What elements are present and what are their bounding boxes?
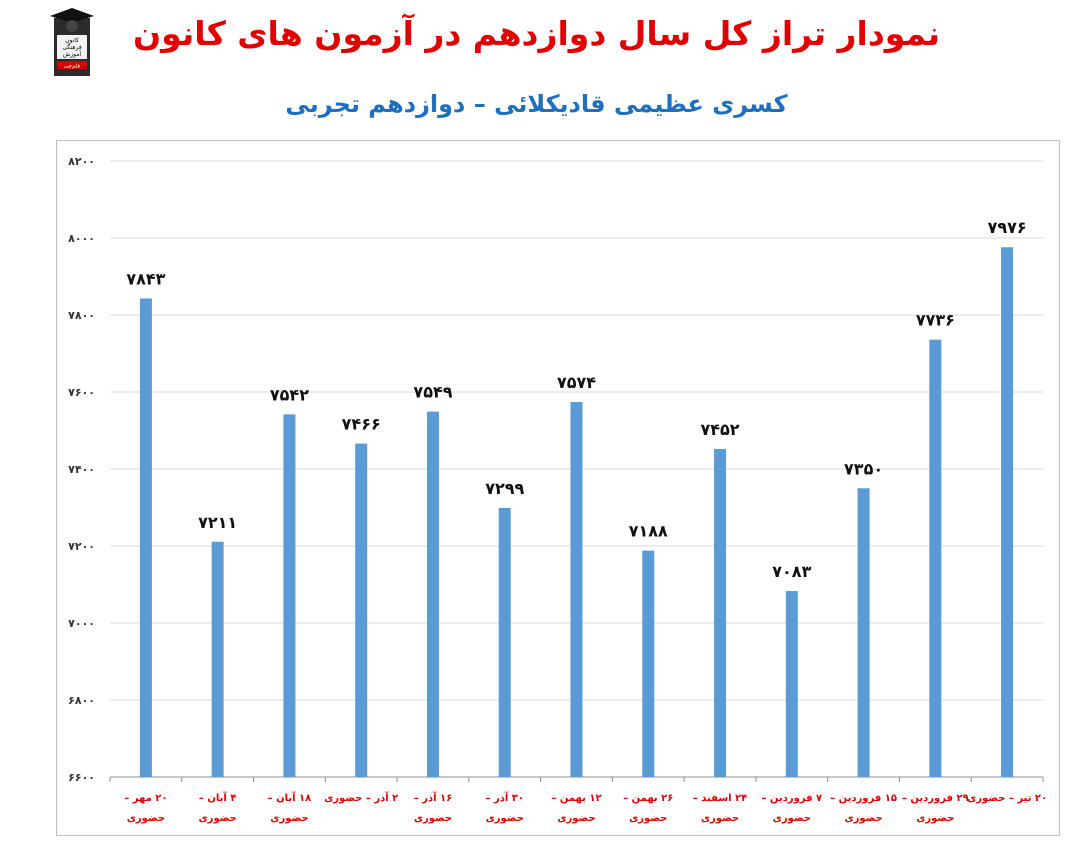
x-tick-label: ۲۰ مهر – (124, 793, 167, 804)
bar (714, 448, 727, 777)
y-tick-label: ۷۰۰۰ (68, 617, 95, 630)
logo-line-2: فرهنگی (62, 43, 82, 51)
data-label: ۷۰۸۳ (772, 562, 811, 581)
bar (498, 507, 511, 777)
x-tick-label: ۳۰ آذر – (485, 791, 524, 804)
y-tick-label: ۷۸۰۰ (68, 309, 95, 322)
x-tick-label: حضوری (414, 813, 452, 824)
bar (857, 488, 870, 777)
data-label: ۷۵۷۴ (557, 373, 596, 392)
x-tick-label: ۲۶ بهمن – (623, 793, 673, 804)
data-label: ۷۴۶۶ (342, 415, 381, 434)
data-label: ۷۵۴۹ (413, 383, 452, 402)
x-tick-label: ۱۲ بهمن – (551, 793, 601, 804)
logo-badge: قلم‌چی (64, 64, 80, 70)
bar (355, 443, 368, 777)
data-label: ۷۴۵۲ (701, 420, 740, 439)
data-label: ۷۲۹۹ (485, 479, 524, 498)
x-tick-label: حضوری (270, 813, 308, 824)
bar (139, 298, 152, 777)
data-label: ۷۸۴۳ (126, 269, 165, 288)
data-label: ۷۲۱۱ (198, 513, 237, 532)
logo-line-1: کانون (65, 37, 79, 44)
x-tick-label: ۲۰ تیر – حضوری (967, 793, 1047, 804)
x-tick-label: حضوری (199, 813, 237, 824)
bar (283, 414, 296, 777)
x-tick-label: ۱۸ آبان – (268, 791, 312, 804)
bar (211, 541, 224, 777)
data-label: ۷۱۸۸ (629, 522, 668, 541)
x-tick-label: حضوری (844, 813, 882, 824)
x-tick-label: ۲ آذر – حضوری (324, 791, 398, 804)
chart-title: نمودار تراز کل سال دوازدهم در آزمون های … (132, 14, 941, 53)
data-label: ۷۵۴۲ (270, 385, 309, 404)
x-tick-label: حضوری (486, 813, 524, 824)
x-tick-label: ۲۴ اسفند – (693, 793, 748, 804)
y-tick-label: ۷۶۰۰ (68, 386, 95, 399)
x-tick-label: حضوری (773, 813, 811, 824)
y-tick-label: ۶۸۰۰ (68, 694, 95, 707)
y-tick-label: ۷۴۰۰ (68, 463, 95, 476)
data-label: ۷۹۷۶ (988, 218, 1027, 237)
chart-subtitle: کسری عظیمی قادیکلائی – دوازدهم تجربی (285, 90, 788, 118)
x-tick-label: حضوری (701, 813, 739, 824)
bar (642, 550, 655, 777)
data-label: ۷۳۵۰ (844, 459, 883, 478)
x-tick-label: حضوری (557, 813, 595, 824)
kanoon-logo: کانون فرهنگی آموزش قلم‌چی (50, 8, 94, 76)
data-label: ۷۷۳۶ (916, 311, 955, 330)
x-tick-label: ۲۹ فروردین – (902, 793, 969, 804)
x-tick-label: حضوری (916, 813, 954, 824)
x-tick-label: ۷ فروردین – (761, 793, 822, 804)
x-tick-label: حضوری (629, 813, 667, 824)
chart-frame (56, 140, 1060, 836)
bar (426, 411, 439, 777)
bar (1001, 247, 1014, 778)
y-tick-label: ۸۲۰۰ (68, 155, 95, 168)
x-tick-label: ۴ آبان – (199, 791, 237, 804)
logo-line-3: آموزش (63, 49, 82, 58)
bar (570, 402, 583, 777)
y-tick-label: ۶۶۰۰ (68, 771, 95, 784)
y-tick-label: ۷۲۰۰ (68, 540, 95, 553)
x-tick-label: ۱۶ آذر – (414, 791, 453, 804)
bar (785, 591, 798, 777)
y-tick-label: ۸۰۰۰ (68, 232, 95, 245)
x-tick-label: حضوری (127, 813, 165, 824)
x-tick-label: ۱۵ فروردین – (830, 793, 897, 804)
bar (929, 339, 942, 777)
